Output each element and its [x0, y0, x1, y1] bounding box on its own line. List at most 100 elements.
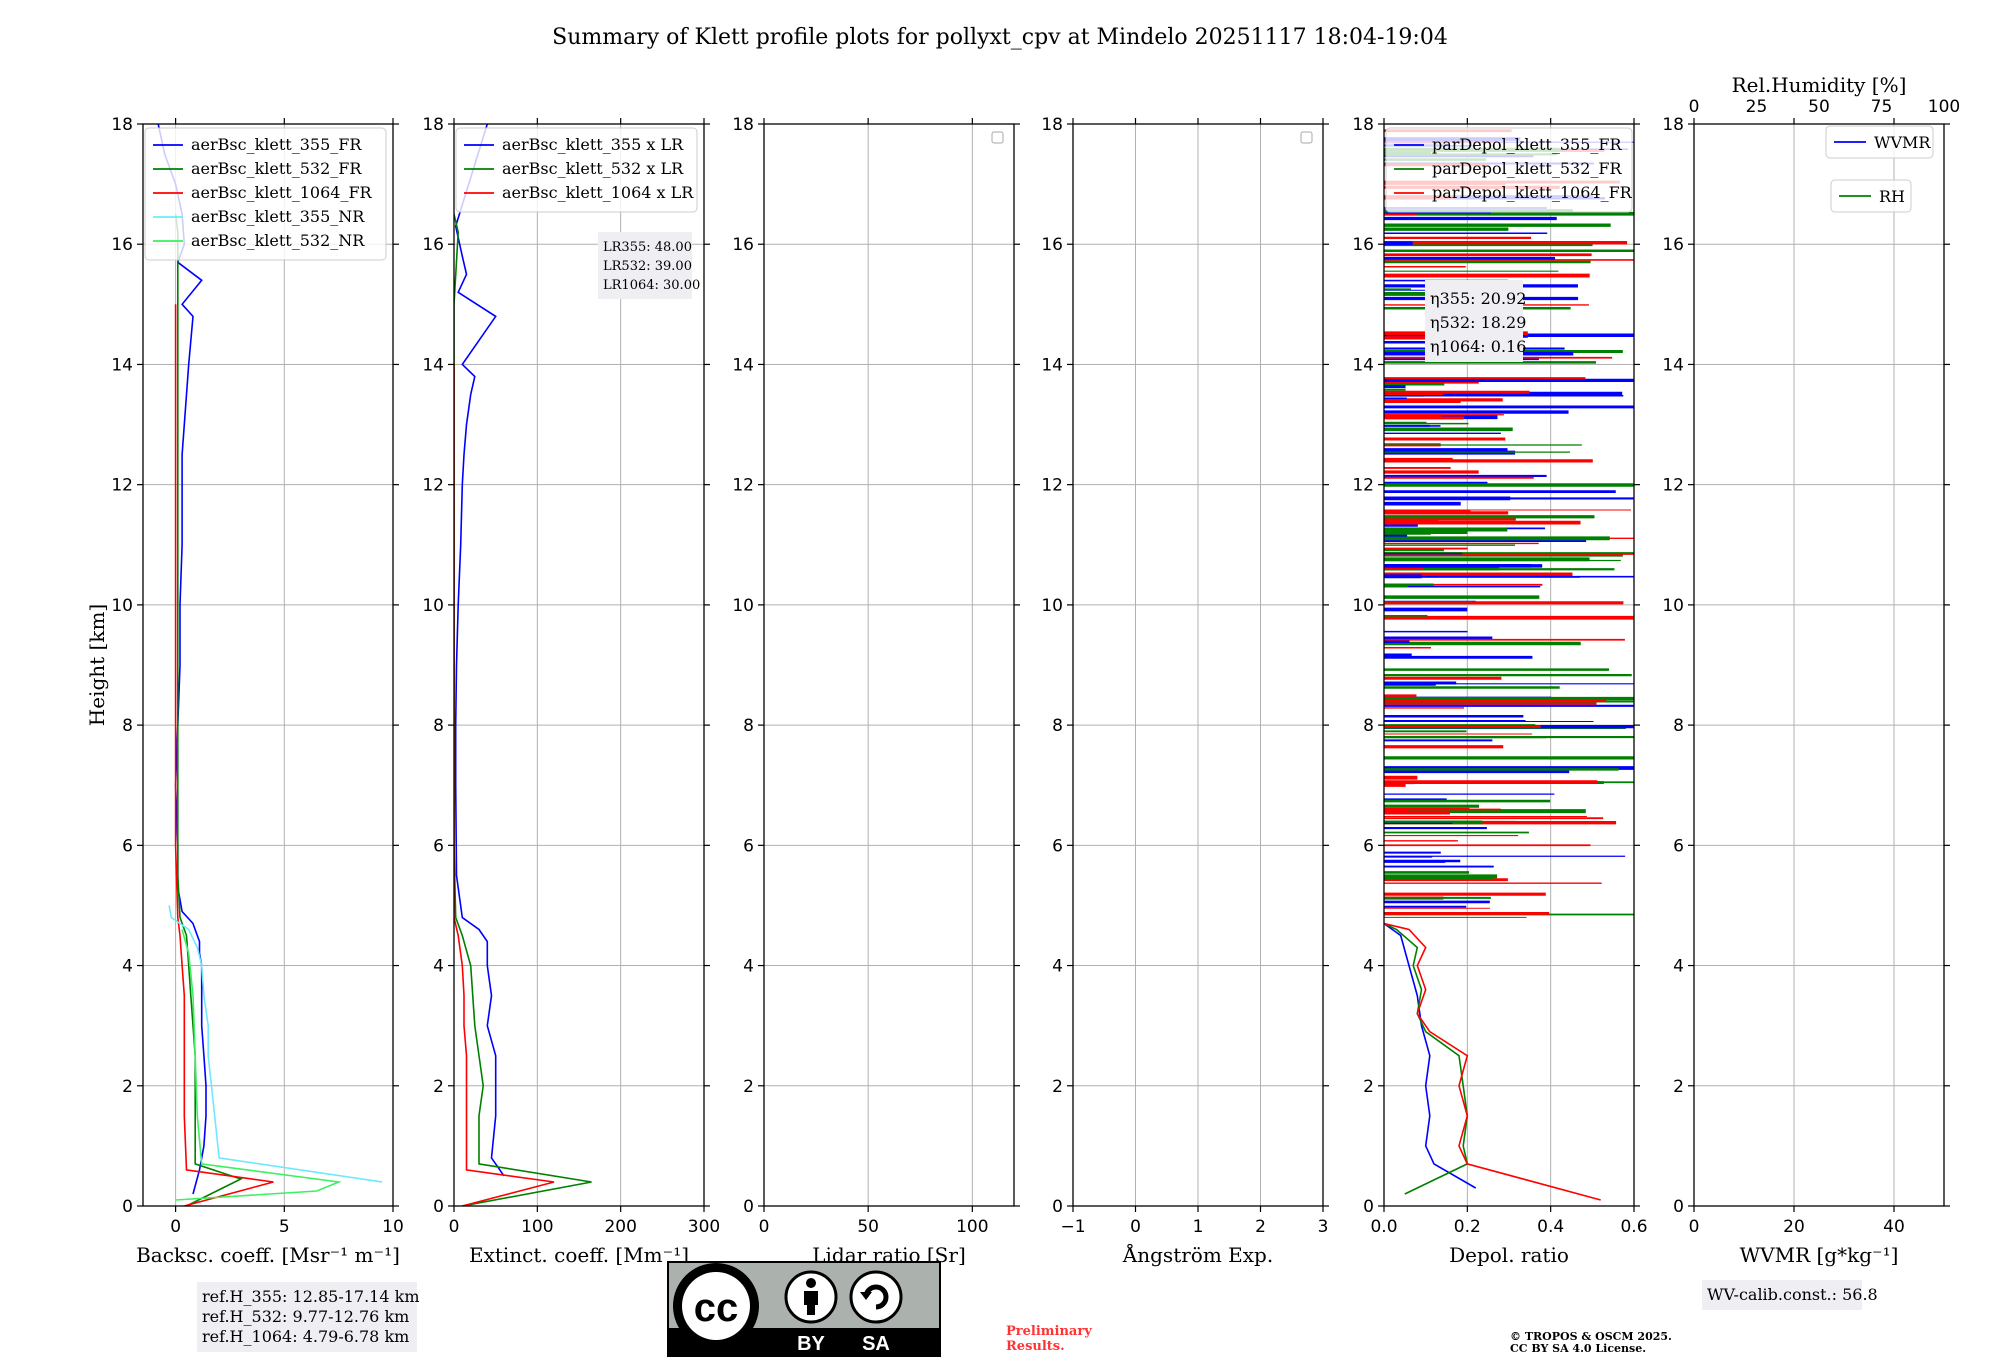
y-tick-label: 10 [1352, 596, 1374, 616]
y-tick-label: 12 [1352, 476, 1374, 496]
y-tick-label: 14 [1352, 355, 1374, 375]
cc-license-badge: cc BY SA [667, 1261, 941, 1357]
y-tick-label: 2 [1363, 1077, 1374, 1097]
panel-frame [142, 123, 394, 1207]
y-tick-label: 4 [122, 957, 133, 977]
annotation-line: ref.H_532: 9.77-12.76 km [202, 1307, 409, 1326]
copyright-line2: CC BY SA 4.0 License. [1510, 1342, 1646, 1355]
x-tick-label: −1 [1060, 1217, 1085, 1237]
y-tick-label: 6 [743, 836, 754, 856]
legend-label: aerBsc_klett_1064_FR [191, 183, 373, 202]
top-x-tick-label: 100 [1928, 97, 1960, 117]
by-attribution-icon [784, 1270, 838, 1324]
x-tick-label: 0.2 [1454, 1217, 1481, 1237]
legend-box [1385, 127, 1633, 213]
panel-frame [1383, 123, 1635, 1207]
annotation-line: LR355: 48.00 [603, 240, 692, 255]
x-tick-label: 0.0 [1370, 1217, 1397, 1237]
x-tick-label: 0.4 [1537, 1217, 1564, 1237]
y-tick-label: 4 [433, 957, 444, 977]
panel-depol: 0.0 0.2 0.4 0.6 0 2 4 6 8 10 12 14 16 18 Depol. ratio p… [1352, 115, 1647, 1267]
annotation-box [197, 1282, 417, 1352]
x-tick-label: 100 [521, 1217, 553, 1237]
y-tick-label: 4 [743, 957, 754, 977]
preliminary-label-line2: Results. [1006, 1339, 1065, 1354]
x-axis-label: Extinct. coeff. [Mm⁻¹] [469, 1243, 689, 1267]
x-tick-label: 2 [1255, 1217, 1266, 1237]
y-tick-label: 6 [433, 836, 444, 856]
legend-label: WVMR [1874, 133, 1931, 152]
y-tick-label: 0 [1052, 1197, 1063, 1217]
x-tick-label: 1 [1193, 1217, 1204, 1237]
y-tick-label: 2 [1673, 1077, 1684, 1097]
x-tick-label: 50 [857, 1217, 879, 1237]
y-tick-label: 2 [1052, 1077, 1063, 1097]
annotation-line: η1064: 0.16 [1430, 337, 1526, 356]
depol-noise-region [1384, 129, 1634, 918]
legend-label: aerBsc_klett_532_NR [191, 231, 365, 250]
annotation-line: η532: 18.29 [1430, 313, 1526, 332]
y-tick-label: 18 [111, 115, 133, 135]
panel-wvmr: 0 20 40 0 2 4 6 8 10 12 14 16 18 WVMR [g*kg⁻¹] 0 25 50 75… [1662, 73, 1960, 1267]
cc-circle-icon: cc [673, 1263, 759, 1349]
y-tick-label: 14 [111, 355, 133, 375]
x-axis-label: Backsc. coeff. [Msr⁻¹ m⁻¹] [136, 1243, 400, 1267]
x-axis-label: WVMR [g*kg⁻¹] [1740, 1243, 1899, 1267]
x-tick-label: 100 [956, 1217, 988, 1237]
legend-label: aerBsc_klett_532 x LR [502, 159, 684, 178]
top-axis-label: Rel.Humidity [%] [1732, 73, 1907, 97]
y-tick-label: 6 [1673, 836, 1684, 856]
cc-mark-text: cc [694, 1286, 739, 1330]
y-tick-label: 12 [111, 476, 133, 496]
panel-frame [763, 123, 1015, 1207]
legend-label: parDepol_klett_1064_FR [1432, 183, 1633, 202]
empty-legend-box [991, 131, 1004, 144]
x-tick-label: 0 [449, 1217, 460, 1237]
y-tick-label: 14 [422, 355, 444, 375]
y-tick-label: 18 [422, 115, 444, 135]
y-tick-label: 14 [1041, 355, 1063, 375]
annotation-box [1702, 1280, 1862, 1310]
x-tick-label: 200 [604, 1217, 636, 1237]
legend-label: aerBsc_klett_355 x LR [502, 135, 684, 154]
y-tick-label: 2 [433, 1077, 444, 1097]
legend-box [144, 127, 387, 261]
series-line-aerBsc_klett_355 x LR [454, 124, 505, 1177]
series-line-aerBsc_klett_1064_FR [174, 304, 274, 1206]
annotation-line: WV-calib.const.: 56.8 [1707, 1285, 1878, 1304]
y-tick-label: 10 [422, 596, 444, 616]
y-tick-label: 16 [422, 235, 444, 255]
y-tick-label: 8 [1363, 716, 1374, 736]
top-x-tick-label: 50 [1808, 97, 1830, 117]
sa-sharealike-icon [849, 1270, 903, 1324]
panel-frame [453, 123, 705, 1207]
y-tick-label: 12 [422, 476, 444, 496]
annotation-line: ref.H_1064: 4.79-6.78 km [202, 1327, 409, 1346]
annotation-box [598, 232, 692, 299]
y-tick-label: 10 [1662, 596, 1684, 616]
x-tick-label: 0 [170, 1217, 181, 1237]
x-tick-label: 0.6 [1620, 1217, 1647, 1237]
y-tick-label: 2 [743, 1077, 754, 1097]
y-tick-label: 16 [1662, 235, 1684, 255]
cc-by-label: BY [797, 1333, 825, 1355]
y-axis-label: Height [km] [85, 604, 109, 726]
y-tick-label: 18 [732, 115, 754, 135]
y-tick-label: 16 [111, 235, 133, 255]
y-tick-label: 10 [1041, 596, 1063, 616]
legend-label: aerBsc_klett_1064 x LR [502, 183, 694, 202]
y-tick-label: 16 [1352, 235, 1374, 255]
x-tick-label: 10 [382, 1217, 404, 1237]
x-tick-label: 0 [1130, 1217, 1141, 1237]
legend-label: parDepol_klett_355_FR [1432, 135, 1623, 154]
legend-label: aerBsc_klett_355_NR [191, 207, 365, 226]
annotation-line: LR532: 39.00 [603, 259, 692, 274]
y-tick-label: 16 [1041, 235, 1063, 255]
y-tick-label: 8 [433, 716, 444, 736]
y-tick-label: 18 [1041, 115, 1063, 135]
legend-label: parDepol_klett_532_FR [1432, 159, 1623, 178]
y-tick-label: 12 [1662, 476, 1684, 496]
